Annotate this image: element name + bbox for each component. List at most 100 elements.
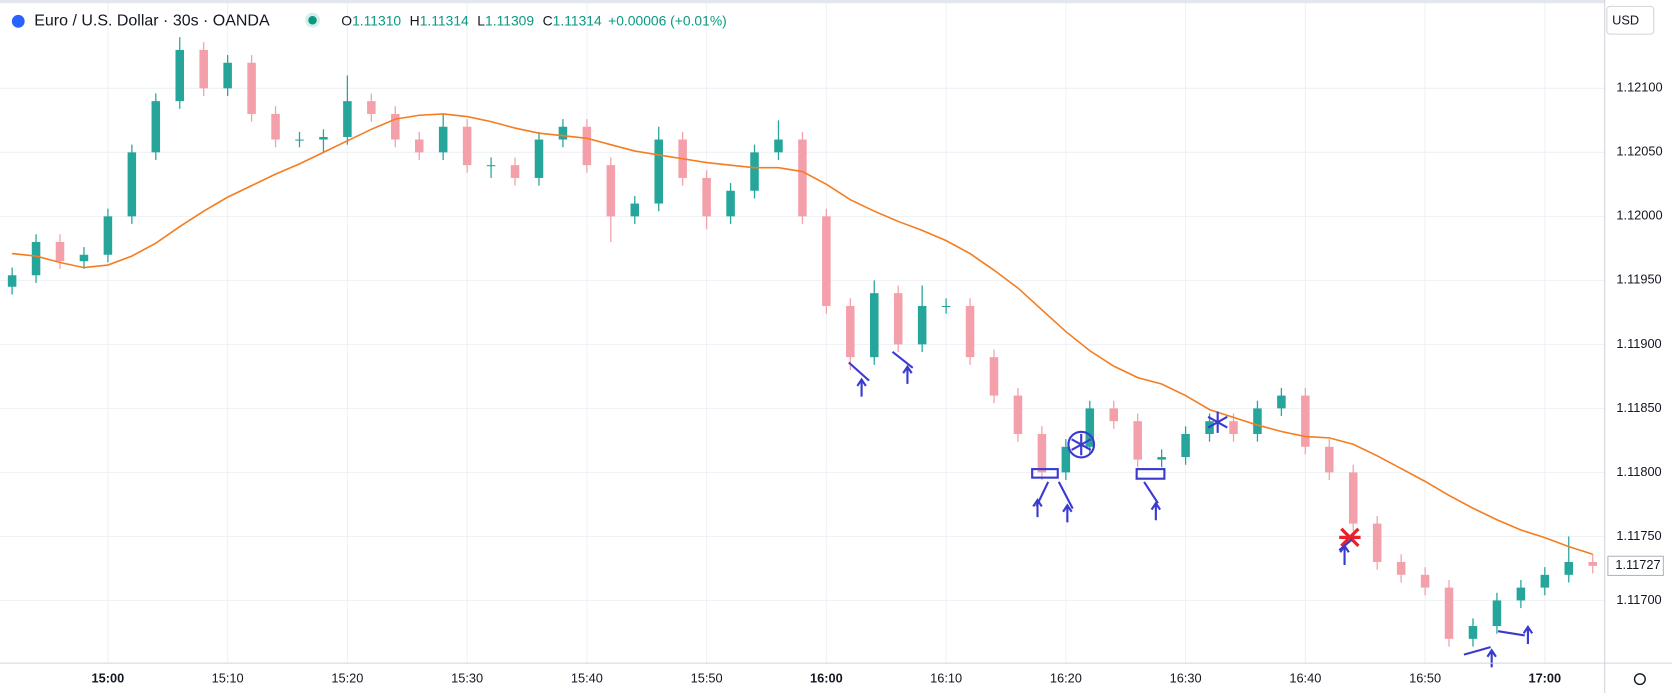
x-tick-label: 15:00 [92,671,125,686]
status-dot [308,15,317,25]
candle-body [702,177,711,217]
candle-body [654,139,663,204]
candle-body [534,139,544,178]
y-tick-label: 1.11850 [1616,400,1661,415]
cross-annotation [1339,527,1361,548]
candle-body [1372,523,1382,563]
symbol-title: Euro / U.S. Dollar · 30s · OANDA [34,13,270,30]
ohlc-key: C [543,12,553,28]
candle-body [1420,574,1430,588]
x-tick-label: 15:10 [212,671,244,686]
arrow-annotation [1463,624,1534,668]
candle-body [79,254,89,262]
candle-body [175,49,185,102]
x-tick-label: 15:20 [331,671,363,686]
candle-body [1253,408,1262,434]
currency-button[interactable] [1606,5,1655,35]
candle-body [1301,395,1310,447]
ohlc-value: 1.11310 [352,12,401,28]
y-tick-label: 1.12000 [1616,208,1662,223]
candle-body [247,62,256,114]
candle-body [1181,433,1190,458]
candle-body [7,275,17,287]
candle-body [103,216,113,255]
x-tick-label: 16:20 [1050,671,1082,686]
candle-body [1444,587,1454,639]
star-annotation [1207,411,1228,433]
arrow-annotation [848,361,870,397]
candle-body [989,357,999,396]
x-tick-label: 17:00 [1528,671,1561,686]
candle-body [1516,587,1526,601]
candle-body [31,241,41,276]
candle-body [822,216,831,306]
candle-body [414,139,424,153]
candle-body [893,293,903,345]
candle-body [271,113,280,140]
ohlc-change: +0.00006 (+0.01%) [608,12,727,28]
candle-body [1588,562,1597,566]
circle-annotation [1067,430,1096,459]
candle-body [199,49,208,89]
y-tick-label: 1.11750 [1616,528,1661,543]
x-tick-label: 16:00 [810,671,843,686]
last-price-label: 1.11727 [1615,557,1660,572]
ohlc-value: 1.11314 [553,12,602,28]
candle-body [1109,408,1119,422]
candle-body [151,101,161,153]
candle-body [1037,433,1047,473]
candle-body [1348,472,1358,524]
top-border [0,0,1605,4]
symbol-icon [11,14,25,28]
candle-body [726,190,735,217]
candle-body [295,139,304,141]
last-price-box [1607,555,1664,576]
candle-body [510,165,520,178]
y-tick-label: 1.11800 [1616,464,1661,479]
candle-body [1133,421,1142,460]
candle-body [774,139,783,153]
currency-label[interactable]: USD [1612,13,1639,28]
ohlc-value: 1.11309 [485,12,534,28]
candle-body [917,305,927,345]
ohlc-value: 1.11314 [420,12,469,28]
candle-body [1013,395,1023,434]
candle-body [367,101,376,114]
candle-body [1325,446,1334,473]
star-annotation [1071,433,1092,456]
candle-body [1492,600,1502,627]
candle-body [343,101,352,137]
candle-body [750,152,759,191]
candle-body [1564,562,1574,575]
settings-icon[interactable] [1633,673,1646,686]
candle-body [582,126,592,166]
candle-body [1157,457,1166,460]
box-annotation [1031,468,1059,479]
x-tick-label: 16:10 [930,671,962,686]
candle-body [798,139,807,217]
candle-body [606,165,616,217]
candle-body [1229,421,1238,434]
candle-body [558,126,568,140]
candle-body [965,305,975,358]
candle-body [1085,408,1095,447]
candle-body [1061,446,1071,473]
candle-body [438,126,448,153]
ohlc-key: H [410,12,420,28]
candle-body [1468,626,1478,639]
candle-body [223,62,232,89]
ohlc-key: O [341,12,352,28]
x-tick-label: 15:50 [691,671,723,686]
plot [0,0,1605,664]
annotations [848,350,1534,668]
y-tick-label: 1.12100 [1616,80,1662,95]
y-tick-label: 1.12050 [1616,144,1662,159]
arrow-annotation [891,350,914,384]
candle-body [869,293,879,358]
candle-body [846,305,855,358]
box-annotation [1135,468,1166,480]
candle-body [127,152,137,217]
candle-body [630,203,640,217]
